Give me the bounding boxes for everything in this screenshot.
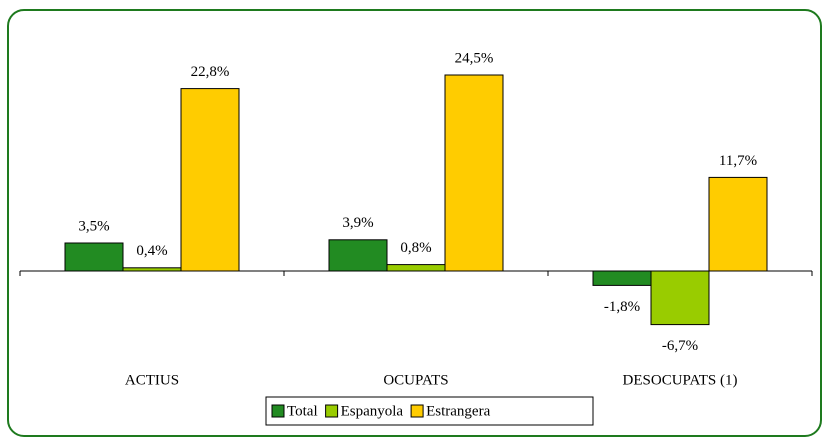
legend-swatch bbox=[271, 404, 285, 418]
data-label: -1,8% bbox=[604, 299, 640, 315]
data-label: 24,5% bbox=[455, 50, 494, 66]
bar bbox=[386, 264, 446, 272]
bar bbox=[328, 239, 388, 272]
data-label: 22,8% bbox=[191, 64, 230, 80]
legend-label: Espanyola bbox=[341, 403, 404, 419]
bar bbox=[122, 267, 182, 272]
data-label: 3,5% bbox=[78, 218, 109, 234]
legend-label: Total bbox=[287, 403, 318, 419]
data-label: -6,7% bbox=[662, 338, 698, 354]
data-label: 11,7% bbox=[719, 153, 757, 169]
x-tick-label: ACTIUS bbox=[125, 372, 179, 388]
x-tick-label: OCUPATS bbox=[383, 372, 448, 388]
data-label: 3,9% bbox=[342, 215, 373, 231]
legend-box bbox=[265, 396, 594, 426]
bar bbox=[708, 176, 768, 272]
legend-swatch bbox=[410, 404, 424, 418]
data-label: 0,4% bbox=[136, 243, 167, 259]
x-tick-label: DESOCUPATS (1) bbox=[623, 372, 738, 388]
bar bbox=[64, 242, 124, 272]
bar bbox=[444, 74, 504, 272]
legend-label: Estrangera bbox=[426, 403, 490, 419]
bar bbox=[592, 270, 652, 286]
legend-swatch bbox=[325, 404, 339, 418]
legend bbox=[265, 396, 594, 426]
bar bbox=[650, 270, 710, 326]
data-label: 0,8% bbox=[400, 240, 431, 256]
bar bbox=[180, 88, 240, 272]
